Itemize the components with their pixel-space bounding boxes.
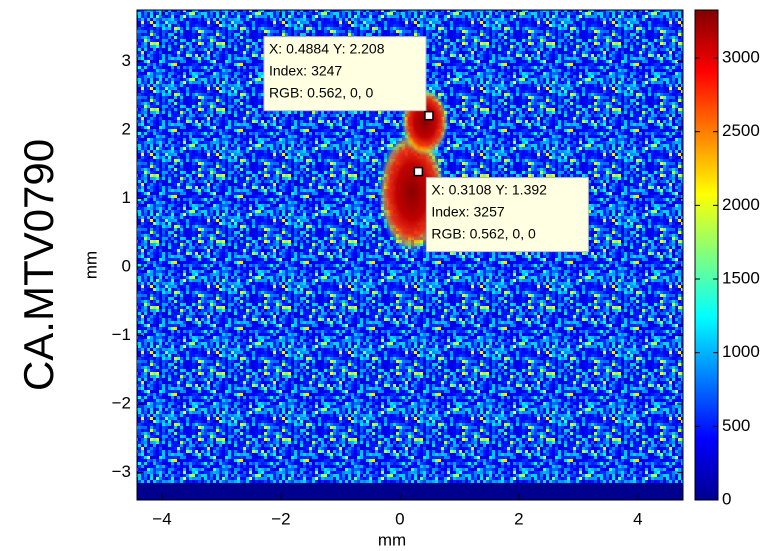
colorbar <box>694 9 719 501</box>
datatip: X: 0.3108 Y: 1.392 Index: 3257 RGB: 0.562, 0, 0 <box>413 166 589 253</box>
colorbar-tick-label: 0 <box>722 489 731 508</box>
datatip-text: 0.3108 <box>449 181 492 197</box>
x-tick-label: 2 <box>514 509 523 528</box>
colorbar-tick-label: 3000 <box>722 48 760 67</box>
y-tick-label: 2 <box>122 119 131 138</box>
x-tick-label: 4 <box>633 509 642 528</box>
y-tick-label: −3 <box>112 462 131 481</box>
x-axis-label: mm <box>378 530 406 549</box>
datatip-text: 3247 <box>311 62 342 78</box>
colorbar-tick-label: 2000 <box>722 195 760 214</box>
y-tick-label: 3 <box>122 51 131 70</box>
datatip-text: X: <box>269 40 282 56</box>
datatip-marker <box>424 110 434 121</box>
datatip-text: Y: <box>495 181 507 197</box>
y-tick-label: −1 <box>112 325 131 344</box>
datatip-line: RGB: 0.562, 0, 0 <box>269 84 374 100</box>
datatip-line: Index: 3247 <box>269 62 342 78</box>
y-tick-label: 0 <box>122 256 131 275</box>
datatip-text: RGB: <box>431 225 465 241</box>
datatip-line: X: 0.3108 Y: 1.392 <box>431 181 547 197</box>
datatip-text: X: <box>431 181 444 197</box>
y-tick-label: 1 <box>122 188 131 207</box>
datatip-line: X: 0.4884 Y: 2.208 <box>269 40 385 56</box>
x-tick-label: 0 <box>395 509 404 528</box>
colorbar-tick-label: 1000 <box>722 342 760 361</box>
y-tick-label: −2 <box>112 394 131 413</box>
datatip-line: Index: 3257 <box>431 203 504 219</box>
datatip-text: 1.392 <box>512 181 547 197</box>
datatip-text: 0.4884 <box>286 40 329 56</box>
datatip-text: 2.208 <box>349 40 384 56</box>
datatip-line: RGB: 0.562, 0, 0 <box>431 225 536 241</box>
datatip-text: Index: <box>269 62 307 78</box>
datatip-text: 0.562, 0, 0 <box>307 84 373 100</box>
datatip-text: 0.562, 0, 0 <box>470 225 536 241</box>
heatmap-bottom-band <box>137 483 683 500</box>
datatip-text: RGB: <box>269 84 303 100</box>
datatip-text: Index: <box>431 203 469 219</box>
colorbar-tick-label: 1500 <box>722 268 760 287</box>
x-tick-label: −2 <box>271 509 290 528</box>
datatip-box <box>263 36 427 112</box>
axes-box <box>136 9 684 501</box>
datatip: X: 0.4884 Y: 2.208 Index: 3247 RGB: 0.562, 0, 0 <box>263 36 434 121</box>
y-axis-label: mm <box>81 251 100 279</box>
x-tick-label: −4 <box>152 509 171 528</box>
datatip-box <box>425 177 589 253</box>
datatip-text: 3257 <box>474 203 505 219</box>
datatip-marker <box>413 166 424 177</box>
chart-title: CA.MTV0790 <box>15 139 62 391</box>
datatip-text: Y: <box>333 40 345 56</box>
colorbar-tick-label: 2500 <box>722 121 760 140</box>
colorbar-tick-label: 500 <box>722 416 750 435</box>
